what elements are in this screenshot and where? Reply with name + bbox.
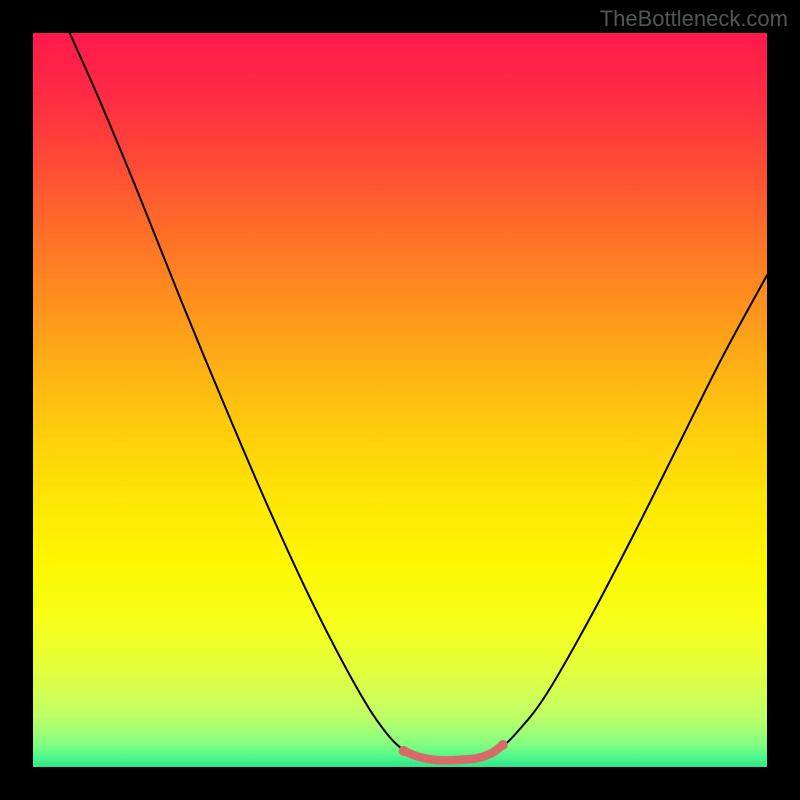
highlight-start-dot [399, 746, 409, 756]
plot-background [33, 33, 767, 767]
bottleneck-chart [0, 0, 800, 800]
highlight-end-dot [498, 740, 508, 750]
